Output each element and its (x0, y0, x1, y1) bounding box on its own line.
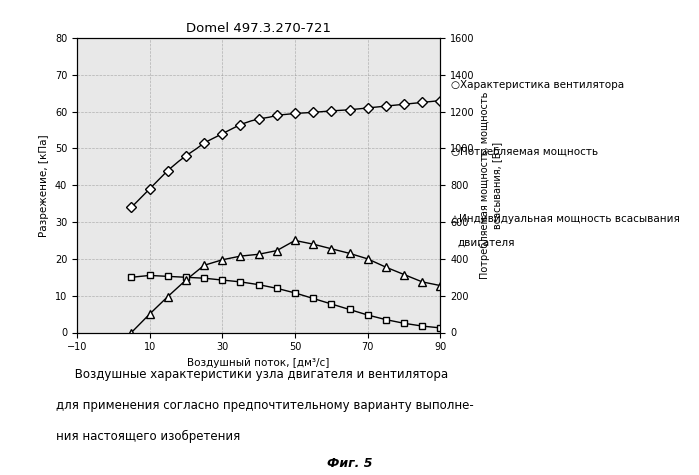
Text: ○Потребляемая мощность: ○Потребляемая мощность (451, 147, 598, 157)
Text: ○Характеристика вентилятора: ○Характеристика вентилятора (451, 80, 624, 91)
Y-axis label: Потребляемая мощность, мощность
всасывания, [Вт]: Потребляемая мощность, мощность всасыван… (480, 92, 502, 279)
Text: △Индивидуальная мощность всасывания: △Индивидуальная мощность всасывания (451, 213, 679, 224)
Title: Domel 497.3.270-721: Domel 497.3.270-721 (186, 22, 331, 36)
Text: двигателя: двигателя (458, 237, 515, 247)
Text: ния настоящего изобретения: ния настоящего изобретения (56, 430, 240, 443)
Text: для применения согласно предпочтительному варианту выполне-: для применения согласно предпочтительном… (56, 399, 474, 412)
X-axis label: Воздушный поток, [дм³/с]: Воздушный поток, [дм³/с] (187, 358, 330, 368)
Text: Воздушные характеристики узла двигателя и вентилятора: Воздушные характеристики узла двигателя … (56, 368, 448, 381)
Y-axis label: Разрежение, [кПа]: Разрежение, [кПа] (39, 134, 49, 237)
Text: Фиг. 5: Фиг. 5 (326, 457, 373, 470)
